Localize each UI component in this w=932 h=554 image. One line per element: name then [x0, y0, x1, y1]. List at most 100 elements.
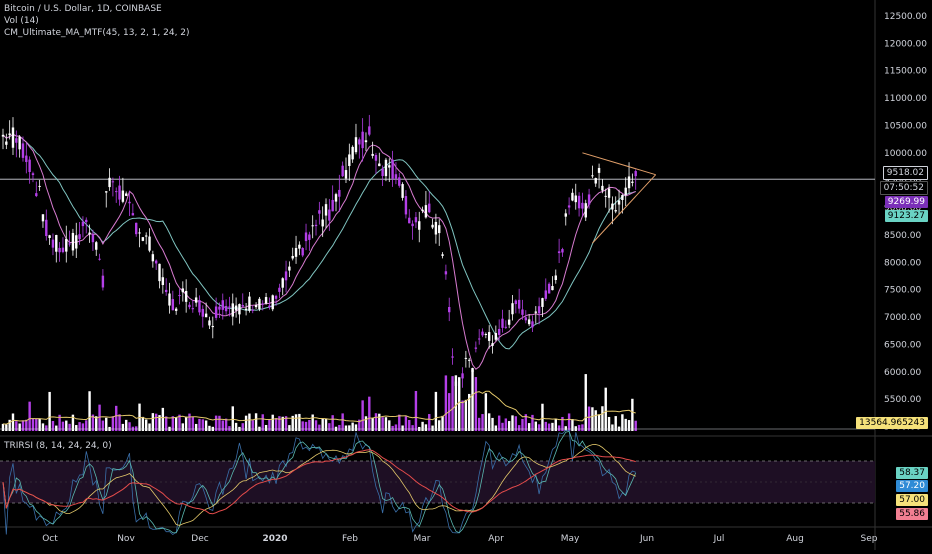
y-tick-label: 7000.00: [884, 313, 921, 323]
candle-body: [141, 237, 145, 241]
candle-body: [204, 313, 208, 318]
candle-body: [378, 163, 381, 167]
volume-bar: [294, 414, 298, 431]
candle-body: [374, 155, 378, 161]
volume-bar: [324, 418, 328, 431]
candle-body: [504, 326, 508, 328]
candle-body: [324, 204, 328, 216]
volume-bar: [494, 425, 498, 431]
candle-body: [401, 184, 404, 198]
rsi-tag-yellow: 57.00: [896, 494, 928, 506]
symbol-legend[interactable]: Bitcoin / U.S. Dollar, 1D, COINBASE: [4, 4, 162, 14]
volume-bar: [634, 420, 637, 431]
volume-bar: [594, 410, 597, 431]
candle-body: [261, 303, 264, 305]
candle-body: [198, 300, 201, 313]
candle-body: [268, 305, 271, 308]
candle-body: [408, 217, 411, 224]
candle-body: [557, 251, 561, 254]
rsi-legend[interactable]: TRIRSI (8, 14, 24, 24, 0): [4, 441, 112, 451]
volume-bar: [328, 423, 331, 431]
volume-bar: [214, 415, 218, 431]
volume-bar: [158, 415, 161, 431]
volume-bar: [55, 425, 58, 431]
candle-body: [158, 263, 161, 282]
x-tick-label: Feb: [342, 534, 358, 544]
volume-bar: [301, 421, 304, 431]
volume-bar: [497, 415, 501, 431]
candle-body: [81, 221, 85, 227]
volume-bar: [398, 414, 401, 431]
volume-bar: [581, 424, 584, 431]
candle-body: [441, 254, 444, 256]
candle-body: [211, 325, 214, 328]
volume-bar: [408, 420, 411, 431]
candle-body: [541, 298, 544, 307]
x-tick-label: Apr: [488, 534, 504, 544]
volume-bar: [35, 418, 38, 431]
volume-bar: [268, 419, 271, 431]
candle-body: [184, 290, 188, 302]
candle-body: [85, 219, 88, 223]
candle-body: [431, 224, 434, 228]
candle-body: [91, 234, 95, 243]
candle-body: [95, 242, 98, 250]
volume-bar: [464, 399, 468, 431]
volume-bar: [71, 414, 75, 431]
volume-bar: [125, 419, 128, 431]
candle-body: [291, 255, 294, 259]
candle-body: [248, 296, 251, 311]
candle-body: [281, 278, 284, 288]
candle-body: [567, 205, 571, 208]
volume-bar: [241, 423, 244, 431]
volume-bar: [524, 414, 528, 431]
volume-bar: [384, 417, 388, 431]
volume-bar: [95, 416, 98, 431]
candle-body: [371, 153, 374, 156]
candle-body: [58, 247, 61, 253]
volume-bar: [51, 420, 55, 431]
volume-bar: [221, 420, 224, 431]
candle-body: [414, 217, 418, 223]
volume-bar: [171, 416, 175, 431]
candle-body: [338, 189, 341, 197]
volume-bar: [38, 418, 41, 431]
candle-body: [61, 247, 65, 253]
volume-bar: [174, 417, 178, 431]
candle-body: [244, 308, 248, 311]
volume-bar: [128, 422, 131, 431]
candle-body: [15, 138, 18, 143]
y-tick-label: 11500.00: [884, 67, 927, 77]
volume-legend[interactable]: Vol (14): [4, 16, 39, 26]
candle-body: [581, 202, 584, 209]
x-tick-label: Dec: [191, 534, 208, 544]
candle-body: [497, 328, 501, 335]
rsi-teal-line: [2, 430, 637, 534]
volume-bar: [68, 423, 71, 431]
candle-body: [328, 209, 331, 221]
candle-body: [28, 159, 31, 173]
volume-bar: [181, 423, 185, 431]
ma-legend[interactable]: CM_Ultimate_MA_MTF(45, 13, 2, 1, 24, 2): [4, 28, 190, 38]
candle-body: [51, 239, 55, 248]
candle-body: [514, 300, 518, 305]
candle-body: [201, 308, 204, 317]
volume-bar: [318, 424, 321, 431]
candle-body: [144, 235, 148, 237]
volume-ma-line: [2, 390, 636, 425]
candle-body: [611, 203, 614, 210]
volume-bar: [164, 416, 168, 431]
candle-body: [468, 359, 471, 361]
candle-body: [574, 195, 577, 203]
volume-bar: [21, 420, 25, 431]
volume-bar: [298, 413, 301, 431]
candle-body: [571, 192, 574, 201]
candle-body: [41, 214, 45, 222]
candle-body: [241, 305, 244, 307]
volume-bar: [388, 420, 391, 431]
volume-bar: [361, 400, 364, 431]
candle-body: [254, 305, 258, 308]
y-tick-label: 9000.00: [884, 204, 921, 214]
candle-body: [384, 159, 388, 177]
